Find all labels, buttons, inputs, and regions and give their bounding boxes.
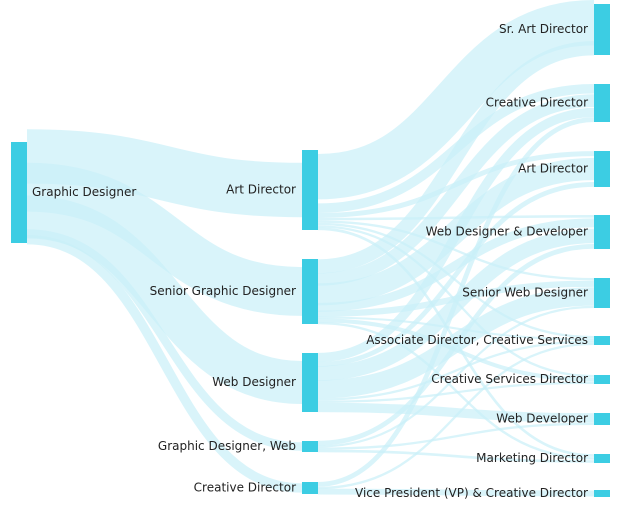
node-wdev[interactable] [594,413,610,425]
node-sgd[interactable] [302,259,318,324]
node-vp[interactable] [594,490,610,497]
node-sad[interactable] [594,4,610,55]
node-label-sgd: Senior Graphic Designer [150,284,296,298]
node-gdw[interactable] [302,441,318,452]
node-label-wdev: Web Developer [496,412,588,426]
node-wdd[interactable] [594,215,610,249]
node-md[interactable] [594,454,610,463]
node-label-ad1: Art Director [226,183,296,197]
node-label-gd: Graphic Designer [32,185,136,199]
node-label-sad: Sr. Art Director [499,22,588,36]
node-ad2[interactable] [594,151,610,187]
node-label-cd2: Creative Director [486,96,588,110]
node-label-adcs: Associate Director, Creative Services [366,333,588,347]
node-wd[interactable] [302,353,318,412]
node-label-vp: Vice President (VP) & Creative Director [355,486,588,500]
node-label-wd: Web Designer [212,375,296,389]
node-adcs[interactable] [594,336,610,345]
node-label-swd: Senior Web Designer [462,286,588,300]
node-cd1[interactable] [302,482,318,494]
node-cd2[interactable] [594,84,610,122]
node-label-ad2: Art Director [518,162,588,176]
node-csd[interactable] [594,375,610,384]
node-swd[interactable] [594,278,610,308]
node-ad1[interactable] [302,150,318,230]
node-label-gdw: Graphic Designer, Web [158,439,296,453]
node-label-md: Marketing Director [476,451,588,465]
node-label-csd: Creative Services Director [431,372,588,386]
node-label-wdd: Web Designer & Developer [426,225,588,239]
node-label-cd1: Creative Director [194,481,296,495]
node-gd[interactable] [11,142,27,243]
